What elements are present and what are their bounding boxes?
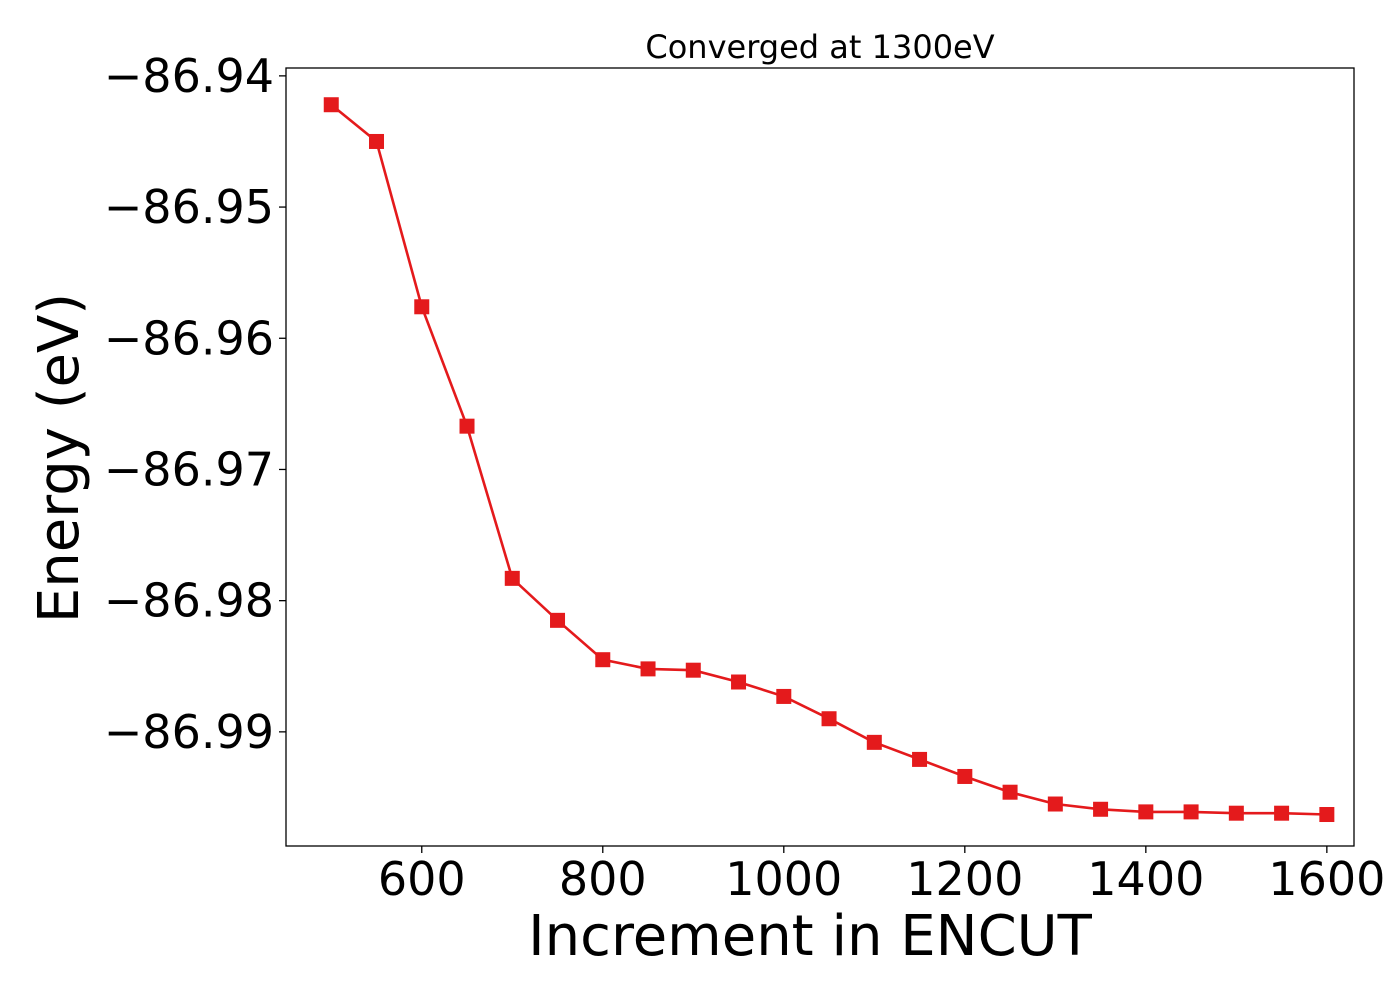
data-point-marker: [369, 133, 385, 149]
data-point-marker: [1319, 807, 1335, 823]
data-point-marker: [866, 734, 882, 750]
data-point-marker: [776, 688, 792, 704]
y-tick-label: −86.94: [104, 49, 274, 103]
x-tick-label: 1600: [1268, 852, 1385, 906]
data-point-marker: [731, 674, 747, 690]
data-point-marker: [595, 652, 611, 668]
x-tick-label: 1000: [725, 852, 842, 906]
series-line: [330, 103, 1327, 816]
y-tick-label: −86.98: [104, 574, 274, 628]
x-tick-label: 800: [559, 852, 647, 906]
data-point-marker: [1138, 804, 1154, 820]
data-point-marker: [323, 97, 339, 113]
data-point-marker: [685, 662, 701, 678]
data-point-marker: [504, 570, 520, 586]
x-axis-title: Increment in ENCUT: [528, 904, 1093, 969]
data-point-marker: [1228, 805, 1244, 821]
data-point-marker: [414, 299, 430, 315]
y-axis: −86.94 −86.95 −86.96 −86.97 −86.98 −86.99: [104, 49, 286, 759]
series-layer: [323, 97, 1335, 823]
data-point-marker: [821, 711, 837, 727]
chart-title: Converged at 1300eV: [645, 28, 994, 66]
plot-area-frame: [285, 67, 1355, 847]
y-tick-label: −86.95: [104, 180, 274, 234]
data-point-marker: [1274, 805, 1290, 821]
data-point-marker: [1183, 804, 1199, 820]
y-tick-label: −86.96: [104, 311, 274, 365]
y-tick-label: −86.97: [104, 442, 274, 496]
data-point-marker: [1047, 796, 1063, 812]
data-point-marker: [957, 768, 973, 784]
data-point-marker: [550, 612, 566, 628]
y-axis-title: Energy (eV): [27, 293, 92, 623]
x-tick-label: 1400: [1087, 852, 1204, 906]
x-tick-label: 600: [378, 852, 466, 906]
y-tick-label: −86.99: [104, 705, 274, 759]
data-point-marker: [912, 751, 928, 767]
data-point-marker: [1002, 784, 1018, 800]
x-axis: 600 800 1000 1200 1400 1600: [378, 846, 1385, 906]
data-point-marker: [1093, 801, 1109, 817]
data-point-marker: [640, 661, 656, 677]
data-point-marker: [459, 418, 475, 434]
x-tick-label: 1200: [906, 852, 1023, 906]
